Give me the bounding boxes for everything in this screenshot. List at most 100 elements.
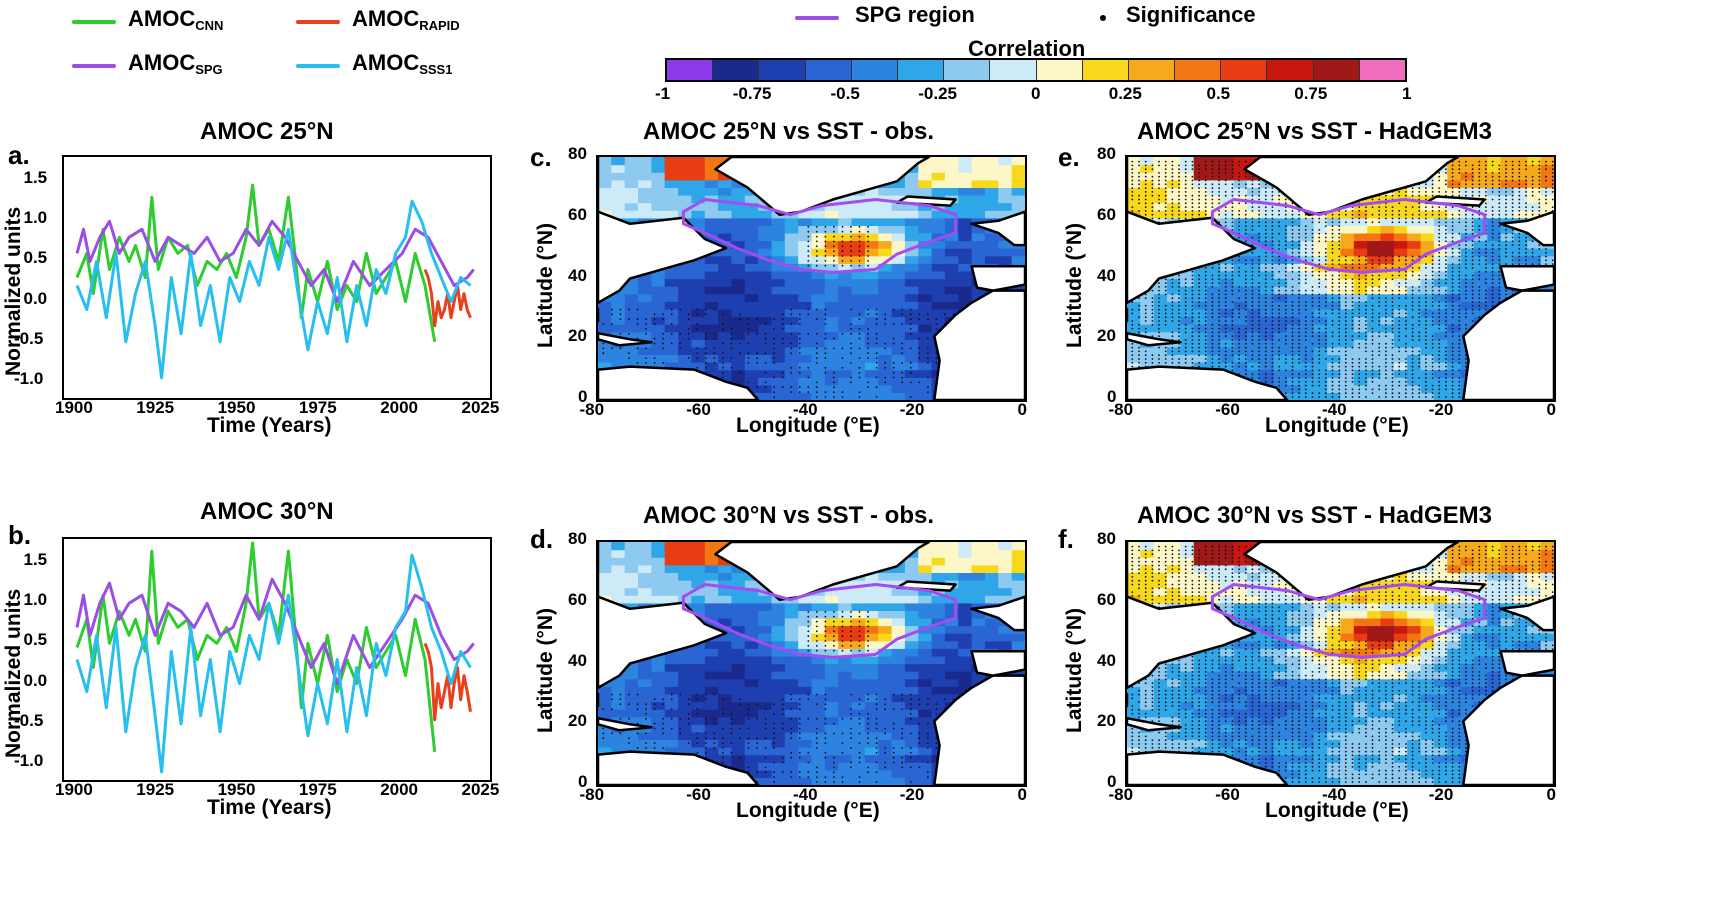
correlation-cell [998, 187, 1013, 196]
correlation-cell [1420, 384, 1435, 393]
significance-dot [884, 761, 887, 764]
significance-dot [1144, 361, 1147, 364]
correlation-cell [784, 762, 799, 771]
significance-dot [696, 308, 699, 311]
significance-dot [1191, 183, 1194, 186]
correlation-cell [1233, 157, 1248, 166]
correlation-cell [891, 346, 906, 355]
correlation-cell [651, 572, 666, 581]
significance-dot [781, 313, 784, 316]
correlation-cell [771, 625, 786, 634]
correlation-cell [891, 263, 906, 272]
correlation-cell [678, 716, 692, 725]
significance-dot [875, 313, 878, 316]
significance-dot [687, 332, 690, 335]
correlation-cell [1473, 248, 1488, 257]
significance-dot [781, 703, 784, 706]
correlation-cell [664, 595, 679, 604]
correlation-cell [664, 346, 679, 355]
correlation-cell [678, 301, 692, 310]
significance-dot [815, 747, 818, 749]
significance-dot [850, 323, 852, 325]
correlation-cell [1407, 255, 1422, 264]
significance-dot [1204, 183, 1207, 186]
correlation-cell [1273, 255, 1288, 264]
correlation-cell [904, 384, 919, 393]
correlation-cell [611, 564, 626, 573]
correlation-cell [771, 663, 786, 672]
correlation-cell [1207, 308, 1221, 318]
correlation-cell [1353, 362, 1368, 371]
correlation-cell [1180, 324, 1195, 333]
significance-dot [858, 761, 861, 764]
correlation-cell [1233, 187, 1248, 196]
colorbar-tick: 1 [1402, 84, 1412, 103]
panel-title-c: AMOC 25°N vs SST - obs. [643, 118, 934, 145]
significance-dot [662, 313, 664, 316]
significance-dot [1191, 213, 1194, 216]
correlation-cell [851, 701, 866, 710]
correlation-cell [958, 640, 973, 649]
correlation-cell [611, 739, 626, 748]
legend-sub-rapid: RAPID [419, 18, 460, 33]
significance-dot [909, 347, 912, 350]
significance-dot [1204, 267, 1207, 269]
significance-dot [1211, 335, 1214, 338]
correlation-cell [1393, 286, 1408, 295]
significance-dot [1151, 323, 1154, 326]
correlation-cell [1420, 210, 1435, 219]
significance-dot [1138, 210, 1140, 212]
significance-dot [841, 230, 844, 233]
significance-dot [773, 737, 775, 740]
correlation-cell [985, 255, 999, 264]
correlation-cell [691, 210, 706, 219]
correlation-cell [1207, 195, 1221, 204]
correlation-cell [1180, 157, 1195, 166]
correlation-cell [1193, 286, 1208, 295]
correlation-cell [1127, 172, 1141, 181]
significance-dot [1204, 213, 1207, 216]
significance-dot [824, 703, 827, 706]
correlation-cell [1473, 308, 1488, 318]
correlation-cell [971, 202, 986, 211]
significance-dot [713, 308, 716, 311]
significance-dot [628, 357, 630, 359]
correlation-cell [1447, 270, 1462, 280]
correlation-cell [838, 263, 853, 272]
correlation-cell [985, 633, 999, 642]
correlation-cell [771, 747, 786, 756]
significance-dot [1138, 323, 1140, 326]
significance-dot [1171, 335, 1174, 338]
correlation-cell [758, 384, 772, 393]
significance-dot [653, 742, 656, 744]
correlation-cell [891, 709, 906, 718]
correlation-cell [731, 339, 746, 348]
significance-dot [653, 318, 656, 321]
correlation-cell [1340, 392, 1355, 400]
significance-dot [781, 708, 784, 710]
correlation-cell [611, 557, 626, 566]
significance-dot [841, 347, 844, 350]
correlation-cell [691, 572, 706, 581]
significance-dot [1211, 365, 1214, 368]
correlation-cell [1287, 240, 1301, 249]
correlation-cell [931, 270, 946, 280]
significance-dot [1178, 198, 1180, 201]
correlation-cell [1407, 240, 1422, 249]
correlation-cell [1260, 202, 1275, 211]
significance-dot [815, 230, 818, 233]
significance-dot [764, 342, 767, 345]
significance-dot [1158, 346, 1160, 349]
correlation-cell [598, 724, 612, 733]
correlation-cell [1487, 195, 1502, 204]
significance-dot [798, 722, 801, 725]
significance-dot [1164, 179, 1167, 182]
correlation-cell [664, 580, 679, 589]
significance-dot [781, 722, 784, 725]
correlation-cell [1487, 278, 1502, 287]
correlation-cell [811, 210, 826, 219]
significance-dot [901, 371, 904, 374]
correlation-cell [1220, 195, 1235, 204]
significance-dot [798, 386, 801, 389]
correlation-cell [824, 777, 839, 785]
